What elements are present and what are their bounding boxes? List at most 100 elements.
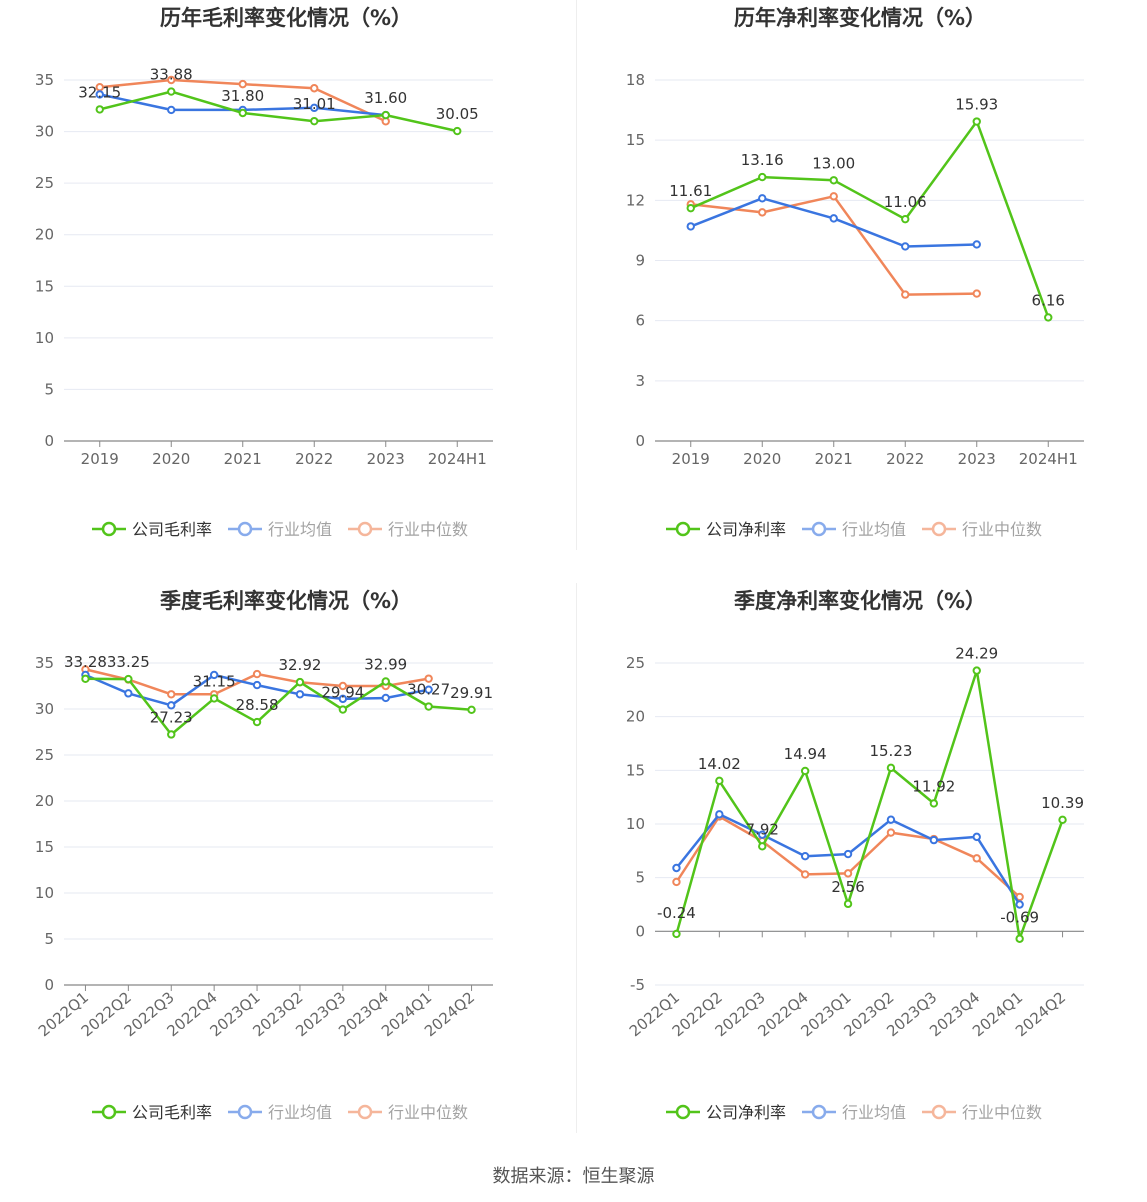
data-point-avg[interactable] [800, 852, 810, 861]
data-point-avg[interactable] [843, 849, 853, 859]
data-point-avg[interactable] [929, 835, 939, 845]
data-point-company[interactable] [929, 799, 939, 808]
data-point-company[interactable] [381, 677, 390, 686]
legend-item-company[interactable]: 公司毛利率 [92, 1103, 212, 1122]
y-tick-label: 5 [635, 869, 645, 887]
data-point-company[interactable] [1058, 815, 1067, 825]
legend-label: 行业中位数 [388, 1103, 468, 1122]
data-point-avg[interactable] [758, 194, 767, 203]
data-point-median[interactable] [238, 79, 247, 89]
data-point-avg[interactable] [1015, 900, 1024, 909]
data-point-company[interactable] [95, 105, 104, 114]
data-point-median[interactable] [252, 669, 262, 679]
y-tick-label: 25 [626, 654, 645, 672]
data-point-company[interactable] [758, 172, 767, 182]
legend-item-avg[interactable]: 行业均值 [228, 520, 332, 539]
legend-item-company[interactable]: 公司净利率 [666, 520, 786, 539]
data-point-avg[interactable] [167, 701, 176, 710]
data-point-median[interactable] [672, 877, 681, 887]
data-point-median[interactable] [338, 681, 348, 691]
data-point-company[interactable] [972, 666, 981, 675]
y-tick-label: -5 [630, 976, 645, 994]
data-point-median[interactable] [800, 870, 810, 879]
data-point-company[interactable] [467, 705, 476, 715]
data-point-median[interactable] [1015, 892, 1024, 902]
data-point-company[interactable] [167, 730, 176, 739]
data-point-avg[interactable] [672, 863, 681, 873]
y-tick-label: 0 [44, 976, 54, 994]
legend-item-median[interactable]: 行业中位数 [922, 1103, 1042, 1122]
data-point-avg[interactable] [124, 689, 133, 698]
data-point-median[interactable] [886, 828, 896, 837]
data-point-median[interactable] [167, 690, 176, 699]
y-tick-label: 0 [44, 432, 54, 450]
x-tick-label: 2020 [152, 450, 190, 468]
data-point-avg[interactable] [829, 214, 838, 223]
data-point-company[interactable] [424, 702, 433, 711]
data-point-company[interactable] [81, 674, 90, 684]
data-point-avg[interactable] [424, 685, 433, 694]
data-point-avg[interactable] [886, 815, 896, 824]
data-point-avg[interactable] [310, 103, 319, 113]
data-point-avg[interactable] [209, 670, 219, 680]
data-point-avg[interactable] [972, 832, 981, 842]
x-tick-label: 2023 [367, 450, 405, 468]
data-point-company[interactable] [167, 87, 176, 96]
data-point-company[interactable] [453, 126, 462, 136]
data-point-median[interactable] [972, 289, 981, 298]
legend-item-avg[interactable]: 行业均值 [802, 520, 906, 539]
data-point-company[interactable] [843, 899, 853, 909]
data-label: 32.15 [78, 83, 121, 101]
legend-item-avg[interactable]: 行业均值 [802, 1103, 906, 1122]
data-point-company[interactable] [800, 766, 810, 776]
data-point-company[interactable] [1044, 313, 1053, 322]
data-point-company[interactable] [1015, 934, 1024, 943]
data-point-avg[interactable] [715, 810, 724, 819]
y-tick-label: 15 [626, 131, 645, 149]
data-point-avg[interactable] [901, 242, 910, 251]
data-point-company[interactable] [686, 203, 695, 213]
legend-marker-icon [675, 1104, 691, 1120]
data-point-median[interactable] [167, 75, 176, 85]
legend-item-median[interactable]: 行业中位数 [348, 520, 468, 539]
data-point-company[interactable] [758, 842, 767, 851]
data-point-median[interactable] [901, 290, 910, 299]
data-point-company[interactable] [901, 214, 910, 224]
data-point-company[interactable] [715, 776, 724, 786]
data-point-company[interactable] [238, 108, 247, 118]
data-point-median[interactable] [310, 84, 319, 93]
data-point-median[interactable] [758, 208, 767, 217]
data-point-median[interactable] [424, 674, 433, 683]
data-point-company[interactable] [829, 176, 838, 185]
data-point-company[interactable] [972, 117, 981, 126]
data-point-avg[interactable] [758, 830, 767, 839]
data-point-avg[interactable] [686, 222, 695, 231]
data-point-company[interactable] [310, 116, 319, 126]
data-point-avg[interactable] [167, 105, 176, 115]
data-point-avg[interactable] [338, 694, 348, 704]
data-point-company[interactable] [381, 110, 390, 120]
legend-item-company[interactable]: 公司净利率 [666, 1103, 786, 1122]
data-point-avg[interactable] [972, 240, 981, 249]
data-point-company[interactable] [209, 694, 219, 703]
legend-item-company[interactable]: 公司毛利率 [92, 520, 212, 539]
data-point-company[interactable] [338, 705, 348, 714]
data-point-median[interactable] [829, 192, 838, 201]
data-point-median[interactable] [843, 869, 853, 878]
data-point-company[interactable] [124, 674, 133, 684]
data-point-company[interactable] [295, 677, 305, 687]
data-point-avg[interactable] [95, 90, 104, 99]
data-point-company[interactable] [672, 929, 681, 939]
data-label: 30.27 [407, 681, 450, 699]
data-point-avg[interactable] [381, 693, 390, 703]
data-point-company[interactable] [886, 763, 896, 773]
data-point-avg[interactable] [295, 690, 305, 699]
legend-item-avg[interactable]: 行业均值 [228, 1103, 332, 1122]
data-point-median[interactable] [972, 854, 981, 863]
data-point-company[interactable] [252, 717, 262, 727]
data-label: 13.16 [741, 151, 784, 169]
legend-item-median[interactable]: 行业中位数 [922, 520, 1042, 539]
data-point-avg[interactable] [252, 680, 262, 690]
legend-item-median[interactable]: 行业中位数 [348, 1103, 468, 1122]
y-tick-label: 20 [626, 708, 645, 726]
